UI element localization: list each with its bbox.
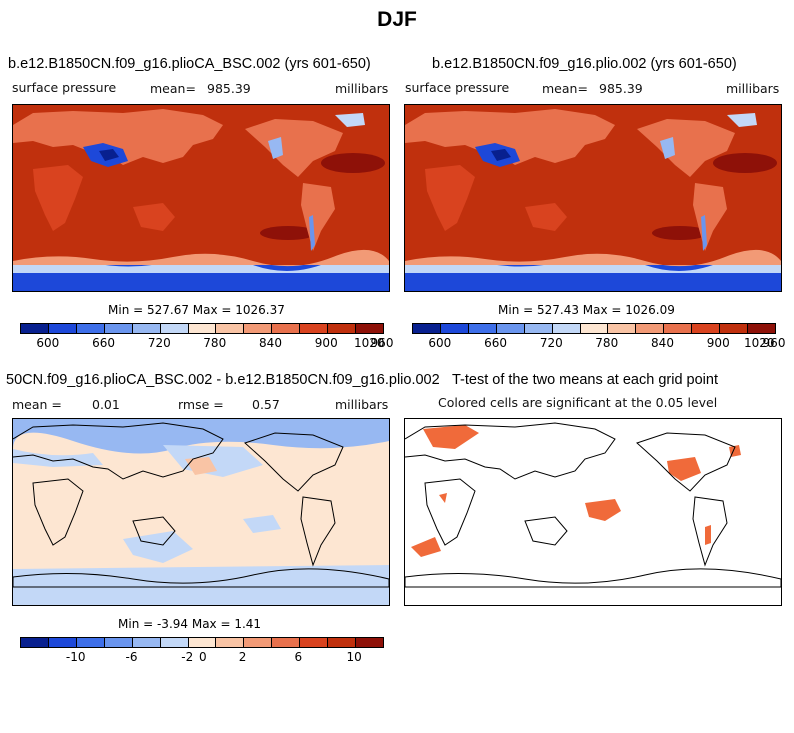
panel3-colorbar — [20, 637, 384, 648]
panel2-minmax: Min = 527.43 Max = 1026.09 — [498, 303, 675, 317]
colorbar-swatch-6 — [189, 638, 217, 647]
colorbar-swatch-5 — [553, 324, 581, 333]
tick-900: 900 — [315, 336, 338, 350]
panel2-units: millibars — [726, 81, 779, 96]
colorbar-swatch-9 — [664, 324, 692, 333]
colorbar-swatch-11 — [720, 324, 748, 333]
colorbar-swatch-6 — [189, 324, 217, 333]
colorbar-swatch-7 — [608, 324, 636, 333]
tick-780: 780 — [595, 336, 618, 350]
page-title: DJF — [0, 8, 794, 32]
panel1-variable: surface pressure — [12, 80, 116, 95]
colorbar-swatch-3 — [105, 324, 133, 333]
panel2-tick-1020: 1020 — [744, 336, 775, 350]
colorbar-swatch-7 — [216, 638, 244, 647]
panel4-map — [404, 418, 782, 606]
panel4-title: T-test of the two means at each grid poi… — [452, 372, 718, 388]
panel2-mean-label: mean= — [542, 81, 588, 96]
tick-780: 780 — [203, 336, 226, 350]
panel1-tick-1020: 1020 — [354, 336, 385, 350]
panel2-map — [404, 104, 782, 292]
tick-neg10: -10 — [66, 650, 86, 664]
colorbar-swatch-12 — [356, 324, 383, 333]
panel3-map — [12, 418, 390, 606]
colorbar-swatch-8 — [244, 638, 272, 647]
colorbar-swatch-0 — [21, 638, 49, 647]
colorbar-swatch-4 — [133, 638, 161, 647]
tick-neg2: -2 — [181, 650, 193, 664]
panel1-units: millibars — [335, 81, 388, 96]
panel2-variable: surface pressure — [405, 80, 509, 95]
tick-6: 6 — [295, 650, 303, 664]
colorbar-swatch-0 — [413, 324, 441, 333]
colorbar-swatch-4 — [133, 324, 161, 333]
panel3-mean-value: 0.01 — [92, 397, 120, 412]
colorbar-swatch-2 — [77, 324, 105, 333]
panel2-colorbar — [412, 323, 776, 334]
panel1-colorbar — [20, 323, 384, 334]
colorbar-swatch-2 — [77, 638, 105, 647]
panel4-subtitle: Colored cells are significant at the 0.0… — [438, 395, 717, 410]
colorbar-swatch-12 — [356, 638, 383, 647]
panel2-mean-value: 985.39 — [599, 81, 643, 96]
colorbar-swatch-3 — [497, 324, 525, 333]
panel1-map — [12, 104, 390, 292]
tick-840: 840 — [259, 336, 282, 350]
panel1-minmax: Min = 527.67 Max = 1026.37 — [108, 303, 285, 317]
panel3-rmse-value: 0.57 — [252, 397, 280, 412]
panel3-colorbar-ticks: -10 -6 -2 0 2 6 10 — [20, 650, 382, 664]
tick-840: 840 — [651, 336, 674, 350]
tick-2: 2 — [239, 650, 247, 664]
tick-720: 720 — [148, 336, 171, 350]
panel2-colorbar-ticks: 600 660 720 780 840 900 960 — [412, 336, 774, 350]
colorbar-swatch-9 — [272, 638, 300, 647]
colorbar-swatch-11 — [328, 638, 356, 647]
panel3-title: 50CN.f09_g16.plioCA_BSC.002 - b.e12.B185… — [6, 372, 440, 388]
tick-720: 720 — [540, 336, 563, 350]
colorbar-swatch-6 — [581, 324, 609, 333]
tick-600: 600 — [36, 336, 59, 350]
panel3-mean-label: mean = — [12, 397, 62, 412]
tick-neg6: -6 — [126, 650, 138, 664]
colorbar-swatch-5 — [161, 324, 189, 333]
colorbar-swatch-2 — [469, 324, 497, 333]
colorbar-swatch-12 — [748, 324, 775, 333]
colorbar-swatch-3 — [105, 638, 133, 647]
panel3-units: millibars — [335, 397, 388, 412]
tick-660: 660 — [92, 336, 115, 350]
panel2-title: b.e12.B1850CN.f09_g16.plio.002 (yrs 601-… — [432, 56, 737, 72]
colorbar-swatch-4 — [525, 324, 553, 333]
panel1-mean-label: mean= — [150, 81, 196, 96]
panel3-minmax: Min = -3.94 Max = 1.41 — [118, 617, 261, 631]
colorbar-swatch-0 — [21, 324, 49, 333]
panel3-rmse-label: rmse = — [178, 397, 224, 412]
colorbar-swatch-10 — [692, 324, 720, 333]
colorbar-swatch-11 — [328, 324, 356, 333]
colorbar-swatch-8 — [636, 324, 664, 333]
panel1-colorbar-ticks: 600 660 720 780 840 900 960 — [20, 336, 382, 350]
colorbar-swatch-1 — [441, 324, 469, 333]
colorbar-swatch-9 — [272, 324, 300, 333]
colorbar-swatch-7 — [216, 324, 244, 333]
colorbar-swatch-1 — [49, 324, 77, 333]
tick-10: 10 — [346, 650, 361, 664]
colorbar-swatch-5 — [161, 638, 189, 647]
panel1-mean-value: 985.39 — [207, 81, 251, 96]
tick-660: 660 — [484, 336, 507, 350]
colorbar-swatch-10 — [300, 324, 328, 333]
tick-0: 0 — [199, 650, 207, 664]
tick-600: 600 — [428, 336, 451, 350]
colorbar-swatch-10 — [300, 638, 328, 647]
panel1-title: b.e12.B1850CN.f09_g16.plioCA_BSC.002 (yr… — [8, 56, 371, 72]
tick-900: 900 — [707, 336, 730, 350]
colorbar-swatch-1 — [49, 638, 77, 647]
colorbar-swatch-8 — [244, 324, 272, 333]
